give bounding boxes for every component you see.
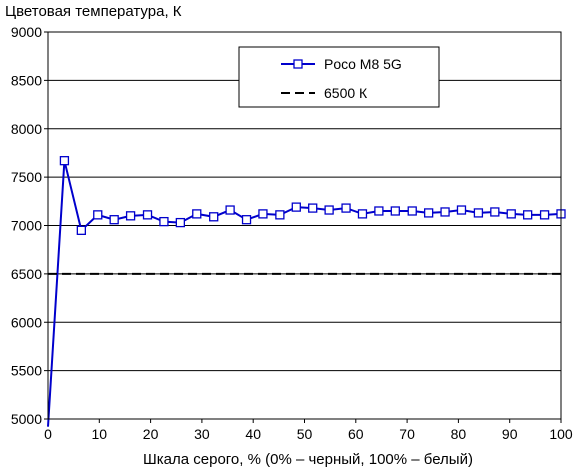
data-point <box>423 208 434 218</box>
data-point <box>523 210 533 220</box>
x-tick-label: 60 <box>348 426 364 442</box>
y-tick-label: 5000 <box>11 411 42 427</box>
y-tick-label: 6500 <box>11 266 42 282</box>
data-point <box>192 209 202 219</box>
data-point <box>473 208 484 218</box>
data-point <box>506 209 516 219</box>
y-tick-label: 6000 <box>11 314 42 330</box>
x-tick-label: 30 <box>194 426 210 442</box>
x-tick-label: 0 <box>44 426 52 442</box>
legend-label: 6500 К <box>324 85 368 101</box>
x-tick-label: 40 <box>245 426 261 442</box>
y-tick-label: 5500 <box>11 363 42 379</box>
data-point <box>341 203 351 213</box>
data-point <box>76 225 86 235</box>
y-tick-label: 9000 <box>11 24 42 40</box>
data-point <box>241 215 252 225</box>
data-point <box>357 209 368 219</box>
legend-box <box>238 46 440 108</box>
data-point <box>225 205 235 215</box>
data-point <box>142 210 153 220</box>
x-tick-label: 50 <box>297 426 313 442</box>
data-point <box>440 207 450 217</box>
x-tick-label: 80 <box>451 426 467 442</box>
data-point <box>456 205 467 215</box>
y-tick-label: 8000 <box>11 121 42 137</box>
x-tick-label: 20 <box>143 426 159 442</box>
legend-marker <box>293 59 303 69</box>
x-axis-label: Шкала серого, % (0% – черный, 100% – бел… <box>143 451 473 468</box>
y-tick-label: 7500 <box>11 169 42 185</box>
x-tick-labels: 0 10 20 30 40 50 60 70 80 90 100 <box>44 426 573 442</box>
y-tick-label: 8500 <box>11 72 42 88</box>
data-point <box>275 210 285 220</box>
data-point <box>125 211 136 221</box>
plot-series <box>47 156 566 427</box>
data-point <box>407 206 417 216</box>
plot-area-frame <box>47 31 562 420</box>
y-axis-label: Цветовая температура, К <box>5 3 182 20</box>
x-tick-label: 10 <box>92 426 108 442</box>
data-point <box>308 203 318 213</box>
legend-label: Poco M8 5G <box>324 56 402 72</box>
data-point <box>159 216 169 227</box>
x-tick-label: 90 <box>502 426 518 442</box>
data-point <box>93 210 103 220</box>
data-point <box>324 205 334 215</box>
data-point <box>258 209 268 219</box>
legend: Poco M8 5G 6500 К <box>238 46 440 108</box>
y-tick-labels: 5000 5500 6000 6500 7000 7500 8000 8500 9000 <box>11 24 42 427</box>
data-point <box>109 215 119 225</box>
y-tick-label: 7000 <box>11 218 42 234</box>
x-tick-label: 70 <box>399 426 415 442</box>
series-line-poco-m8-5g <box>47 160 562 427</box>
data-point <box>374 206 384 216</box>
x-tick-label: 100 <box>549 426 573 442</box>
data-point <box>390 206 400 216</box>
data-point <box>291 202 301 212</box>
data-point <box>59 156 70 166</box>
data-point <box>490 207 500 217</box>
data-point <box>539 210 550 220</box>
data-point <box>209 212 219 222</box>
data-point <box>175 217 186 228</box>
